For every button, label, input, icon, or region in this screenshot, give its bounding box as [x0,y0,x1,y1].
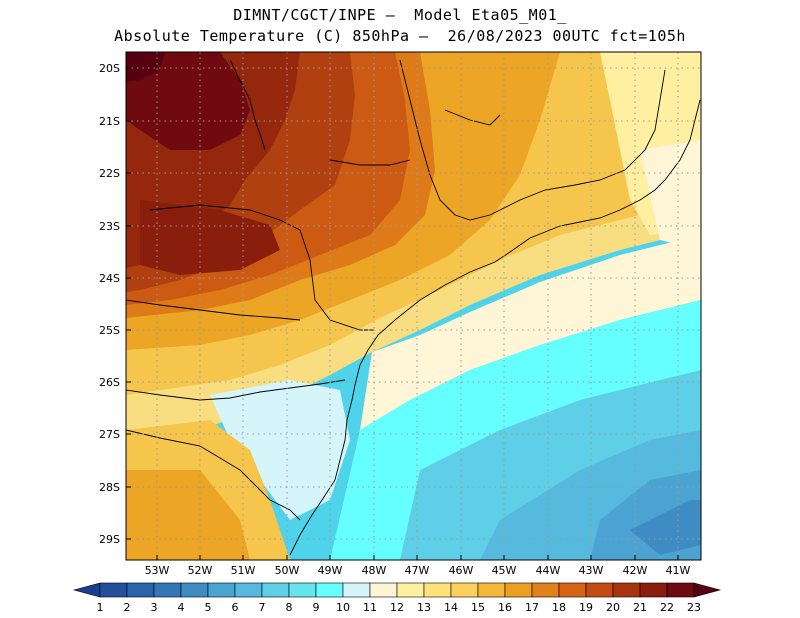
legend-swatch [153,582,182,598]
temperature-field [126,52,701,560]
lat-label: 21S [99,115,120,128]
legend-label: 20 [606,601,620,614]
legend-arrow-low [72,582,101,598]
lon-label: 49W [318,564,343,577]
lon-label: 53W [145,564,170,577]
color-legend [72,582,722,598]
legend-label: 14 [444,601,458,614]
legend-swatch [666,582,695,598]
legend-label: 17 [525,601,539,614]
legend-swatch [477,582,506,598]
axis-ticks [126,67,679,560]
legend-label: 6 [232,601,239,614]
legend-swatch [99,582,128,598]
legend-label: 2 [124,601,131,614]
lon-label: 42W [623,564,648,577]
lat-label: 28S [99,481,120,494]
legend-swatch [288,582,317,598]
legend-label: 9 [313,601,320,614]
legend-swatch [639,582,668,598]
legend-label: 12 [390,601,404,614]
legend-arrow-high [693,582,722,598]
legend-label: 5 [205,601,212,614]
legend-swatch [531,582,560,598]
map-title-line-1: DIMNT/CGCT/INPE – Model Eta05_M01_ [233,6,567,24]
lon-label: 47W [405,564,430,577]
legend-swatch [504,582,533,598]
legend-label: 1 [97,601,104,614]
legend-swatch [180,582,209,598]
legend-swatch [450,582,479,598]
legend-label: 10 [336,601,350,614]
legend-label: 3 [151,601,158,614]
legend-swatch [126,582,155,598]
legend-label: 16 [498,601,512,614]
legend-label: 21 [633,601,647,614]
legend-swatch [585,582,614,598]
legend-swatch [558,582,587,598]
legend-swatch [369,582,398,598]
legend-label: 7 [259,601,266,614]
lat-label: 24S [99,272,120,285]
lat-label: 27S [99,428,120,441]
longitude-labels: 53W 52W 51W 50W 49W 48W 47W 46W 45W 44W … [145,564,691,577]
legend-swatch [396,582,425,598]
lon-label: 45W [492,564,517,577]
lat-lon-grid [126,52,701,560]
legend-label: 22 [660,601,674,614]
lon-label: 52W [188,564,213,577]
lat-label: 23S [99,220,120,233]
legend-label: 15 [471,601,485,614]
lat-label: 25S [99,324,120,337]
coastlines-and-borders [126,59,701,556]
map-frame [125,51,702,561]
legend-label: 18 [552,601,566,614]
lon-label: 43W [579,564,604,577]
lon-label: 51W [231,564,256,577]
legend-swatch [261,582,290,598]
legend-label: 8 [286,601,293,614]
lat-label: 22S [99,167,120,180]
color-legend-labels: 1 2 3 4 5 6 7 8 9 10 11 12 13 14 15 16 1… [97,601,702,614]
map-title-line-2: Absolute Temperature (C) 850hPa – 26/08/… [114,27,686,45]
legend-swatch [423,582,452,598]
lon-label: 44W [536,564,561,577]
legend-label: 11 [363,601,377,614]
legend-swatch [234,582,263,598]
latitude-labels: 20S 21S 22S 23S 24S 25S 26S 27S 28S 29S [99,62,120,546]
legend-swatch [612,582,641,598]
lon-label: 46W [449,564,474,577]
legend-label: 19 [579,601,593,614]
legend-swatch [342,582,371,598]
lat-label: 20S [99,62,120,75]
legend-label: 13 [417,601,431,614]
legend-label: 23 [687,601,701,614]
legend-label: 4 [178,601,185,614]
lon-label: 41W [666,564,691,577]
lon-label: 50W [275,564,300,577]
lon-label: 48W [362,564,387,577]
legend-swatch [315,582,344,598]
legend-swatch [207,582,236,598]
lat-label: 29S [99,533,120,546]
lat-label: 26S [99,376,120,389]
